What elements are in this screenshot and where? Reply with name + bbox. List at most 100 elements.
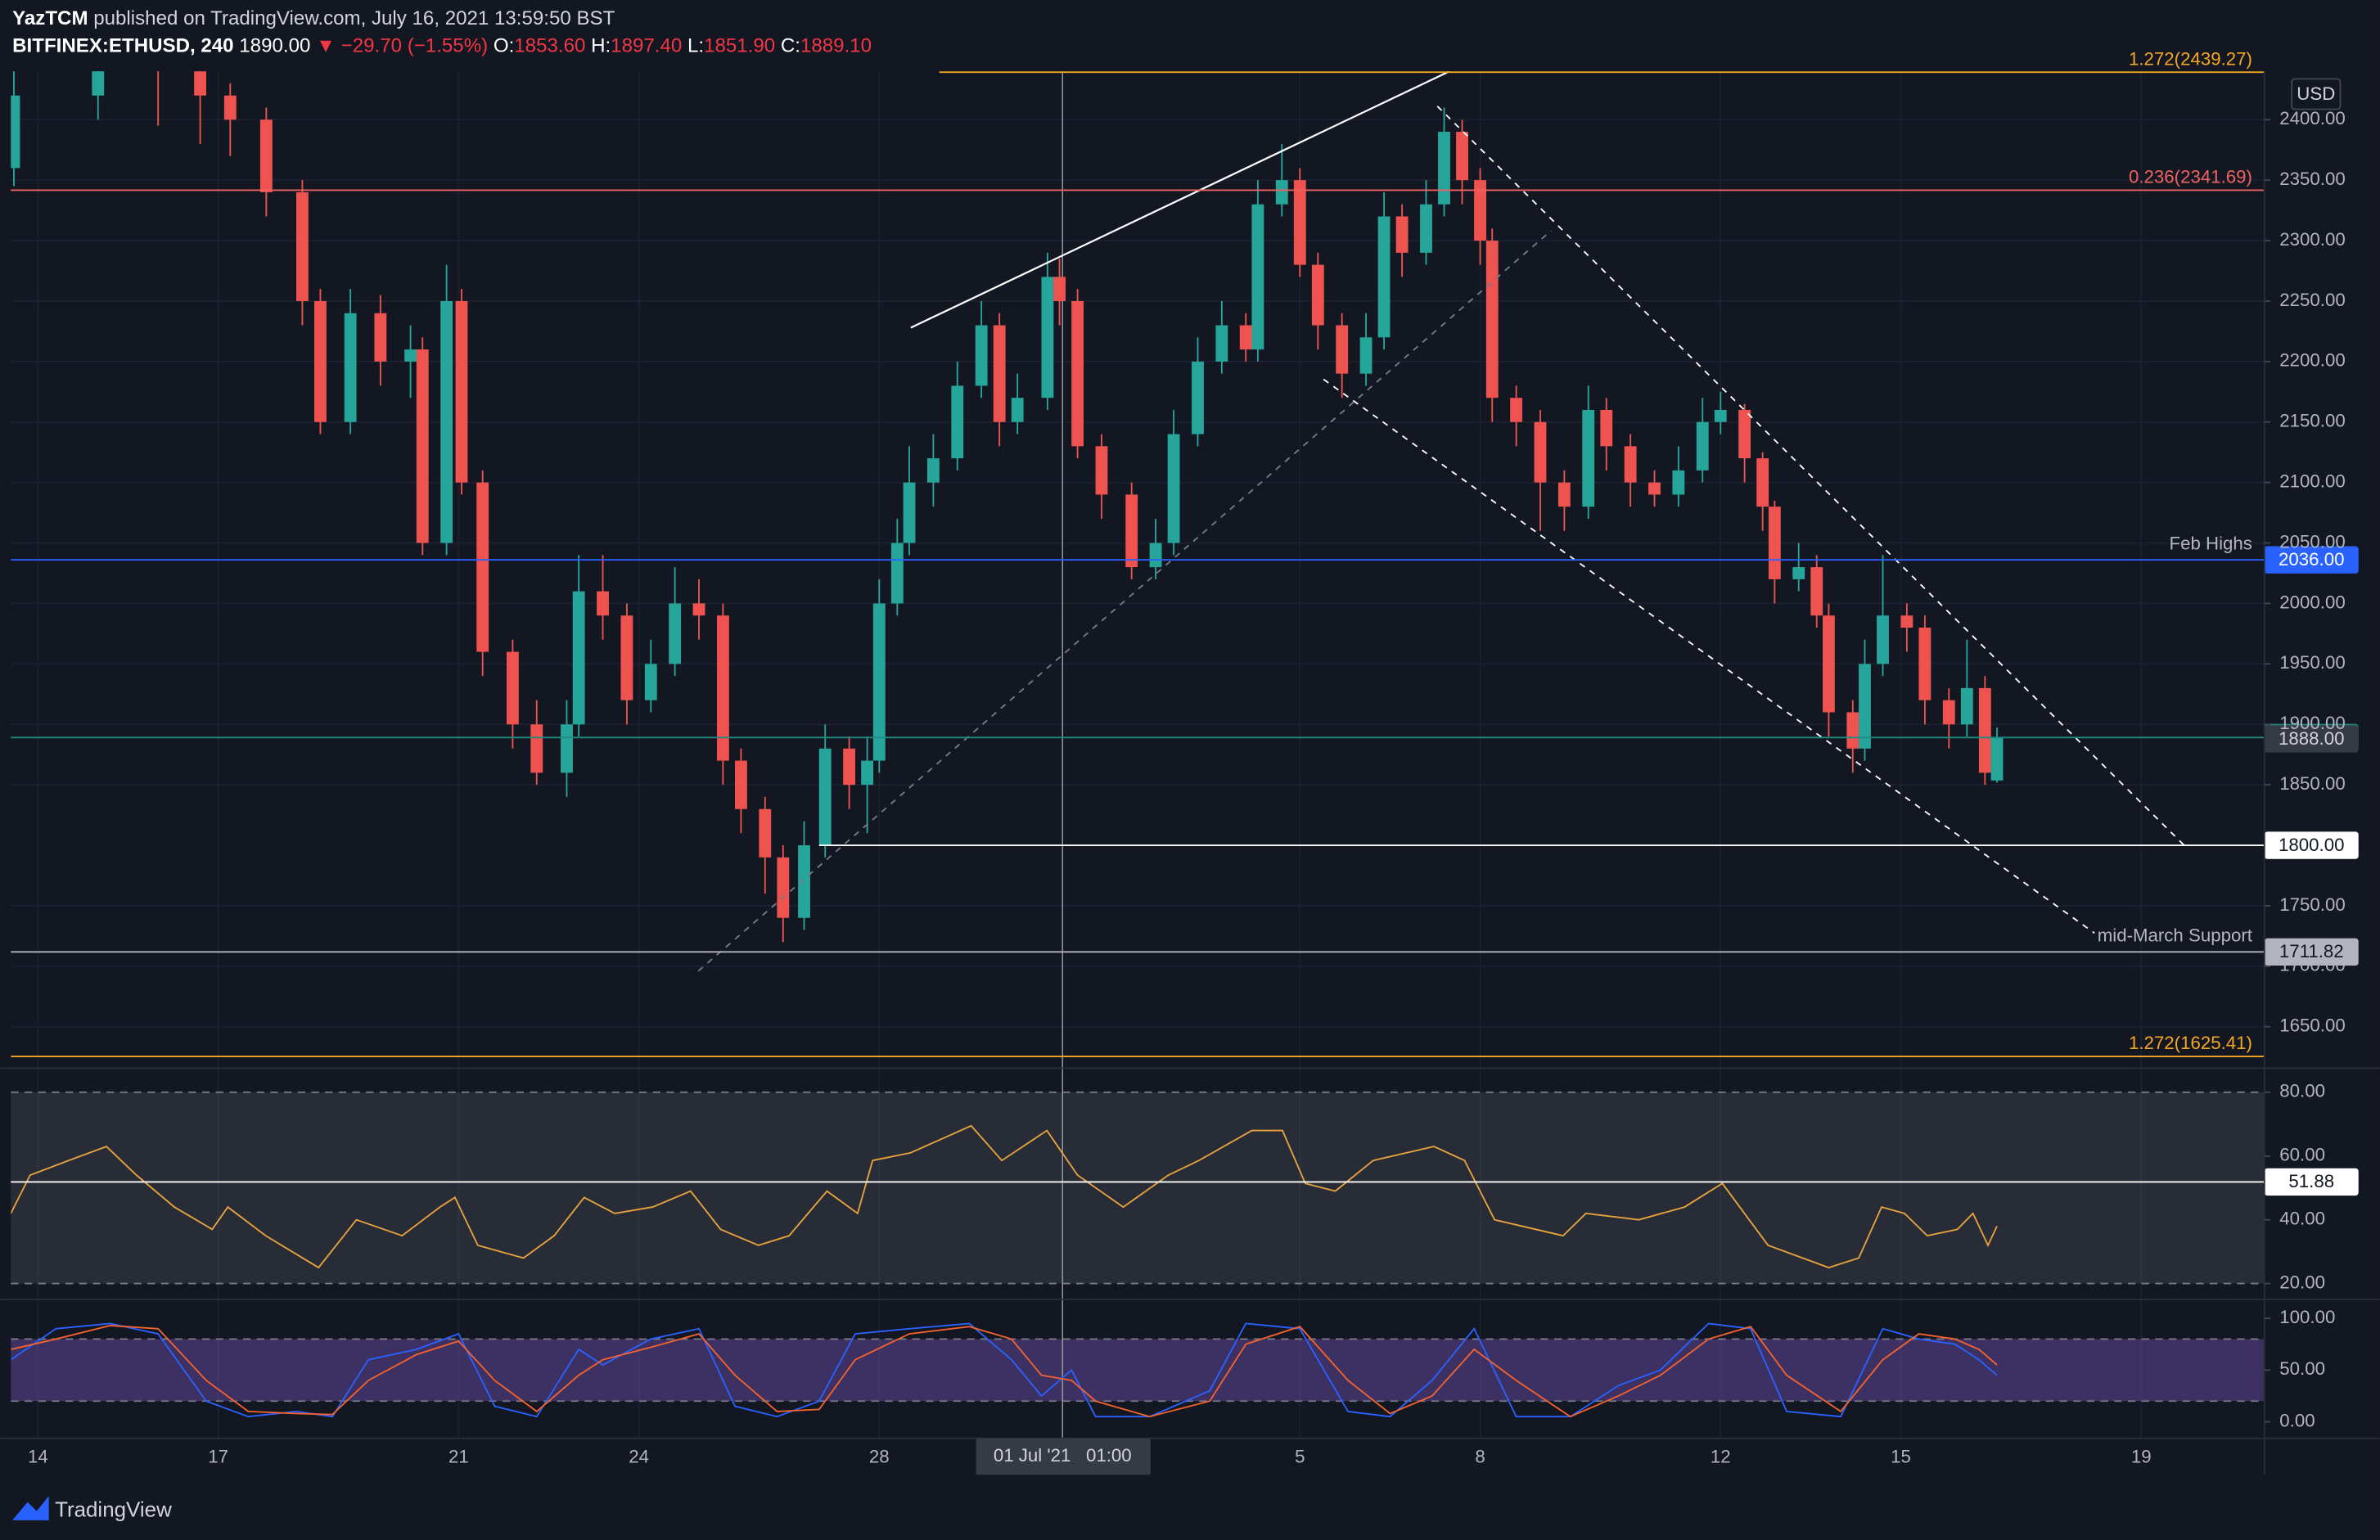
candle-body [259, 119, 273, 192]
y-tick-label: 1750.00 [2279, 894, 2345, 915]
y-tick-label: 0.00 [2279, 1410, 2315, 1430]
level-name: Feb Highs [2170, 534, 2252, 554]
candle-body [798, 845, 810, 918]
candle-body [1978, 687, 1991, 773]
candle-body [1846, 712, 1859, 749]
candle-body [669, 603, 682, 664]
candle-body [440, 300, 453, 543]
candle-body [11, 95, 20, 169]
candle-body [735, 760, 747, 809]
candle-body [759, 808, 772, 858]
indicator-line [11, 1325, 1998, 1418]
low: 1851.90 [704, 35, 775, 57]
candle-body [374, 313, 387, 362]
currency-box [2291, 78, 2342, 110]
candle-body [1071, 300, 1084, 447]
candle-body [1095, 446, 1108, 495]
price-tag-label: 1711.82 [2279, 941, 2344, 961]
y-tick-label: 2000.00 [2279, 592, 2345, 612]
candle-body [993, 325, 1006, 422]
candle-body [1239, 325, 1252, 350]
y-tick-label: 2200.00 [2279, 350, 2345, 371]
candle-body [1877, 615, 1889, 664]
y-tick-label: 40.00 [2279, 1209, 2325, 1229]
candle-body [1011, 398, 1024, 422]
candle-body [1960, 687, 1973, 725]
indicator-layer [11, 1124, 1998, 1418]
candle-body [1275, 180, 1288, 205]
x-tick-label: 14 [28, 1447, 48, 1467]
candle-body [92, 71, 105, 96]
candle-body [1359, 337, 1373, 374]
change: −29.70 (−1.55%) [341, 35, 489, 57]
candle-body [1738, 409, 1751, 459]
high: 1897.40 [611, 35, 682, 57]
level-name: mid-March Support [2098, 925, 2253, 946]
candle-body [1768, 507, 1781, 579]
candle-body [1336, 325, 1349, 374]
candle-body [716, 615, 729, 761]
x-tick-label: 15 [1891, 1447, 1911, 1467]
x-tick-label: 19 [2131, 1447, 2152, 1467]
candle-body [843, 748, 856, 786]
candle-body [1696, 421, 1709, 471]
symbol: BITFINEX:ETHUSD, 240 [12, 35, 233, 57]
drawings [697, 71, 2186, 972]
c-label: C: [781, 35, 800, 57]
o-label: O: [494, 35, 514, 57]
candle-body [1395, 216, 1409, 253]
candle-body [1149, 543, 1162, 568]
level-layer: 1.272(2439.27) 0.236(2341.69) 2036.00 Feb H… [11, 48, 2359, 1196]
candle-body [314, 300, 327, 422]
grid-layer [11, 71, 2265, 1439]
price-tag [2264, 725, 2359, 753]
candle-body [872, 603, 886, 761]
candle-body [1534, 421, 1547, 483]
author: YazTCM [12, 7, 88, 29]
band-layer [11, 1091, 2265, 1403]
indicator-line [11, 1124, 1998, 1269]
candle-body [1990, 737, 2004, 781]
candle-body [530, 724, 543, 773]
y-tick-label: 2350.00 [2279, 169, 2345, 189]
candle-body [620, 615, 633, 700]
candle-body [1167, 434, 1180, 543]
price-tag [2264, 938, 2359, 966]
candle-body [1456, 132, 1468, 181]
candle-body [1918, 628, 1931, 700]
candle-body [223, 95, 237, 120]
published: published on TradingView.com, July 16, 2… [93, 7, 615, 29]
candle-body [861, 760, 874, 786]
price-tag-label: 1800.00 [2279, 835, 2344, 855]
candle-body [561, 724, 573, 773]
candle-body [1251, 204, 1264, 350]
y-tick-label: 20.00 [2279, 1272, 2325, 1292]
candle-body [1311, 264, 1324, 326]
candle-body [416, 349, 429, 543]
l-label: L: [687, 35, 704, 57]
x-tick-label: 17 [208, 1447, 228, 1467]
candle-body [1900, 615, 1913, 628]
candle-body [476, 482, 489, 652]
y-tick-label: 2250.00 [2279, 290, 2345, 310]
logo-icon [12, 1496, 49, 1520]
price-tag [2264, 831, 2359, 859]
candle-body [644, 664, 657, 700]
candle-body [1648, 482, 1661, 495]
header-line: YazTCM published on TradingView.com, Jul… [12, 7, 615, 29]
y-tick-label: 60.00 [2279, 1145, 2325, 1165]
price-tag-label: 51.88 [2288, 1171, 2334, 1191]
band [11, 1092, 2265, 1284]
candle-layer [11, 71, 2004, 943]
candle-body [1823, 615, 1835, 713]
candle-body [1485, 241, 1499, 399]
candle-body [1377, 216, 1391, 338]
axis-layer: 2400.002350.002300.002250.002200.002150.… [28, 108, 2346, 1467]
x-tick-label: 21 [449, 1447, 469, 1467]
brand-logo: TradingView [12, 1496, 172, 1522]
currency: USD [2297, 83, 2335, 104]
h-label: H: [591, 35, 611, 57]
candle-body [692, 603, 705, 616]
